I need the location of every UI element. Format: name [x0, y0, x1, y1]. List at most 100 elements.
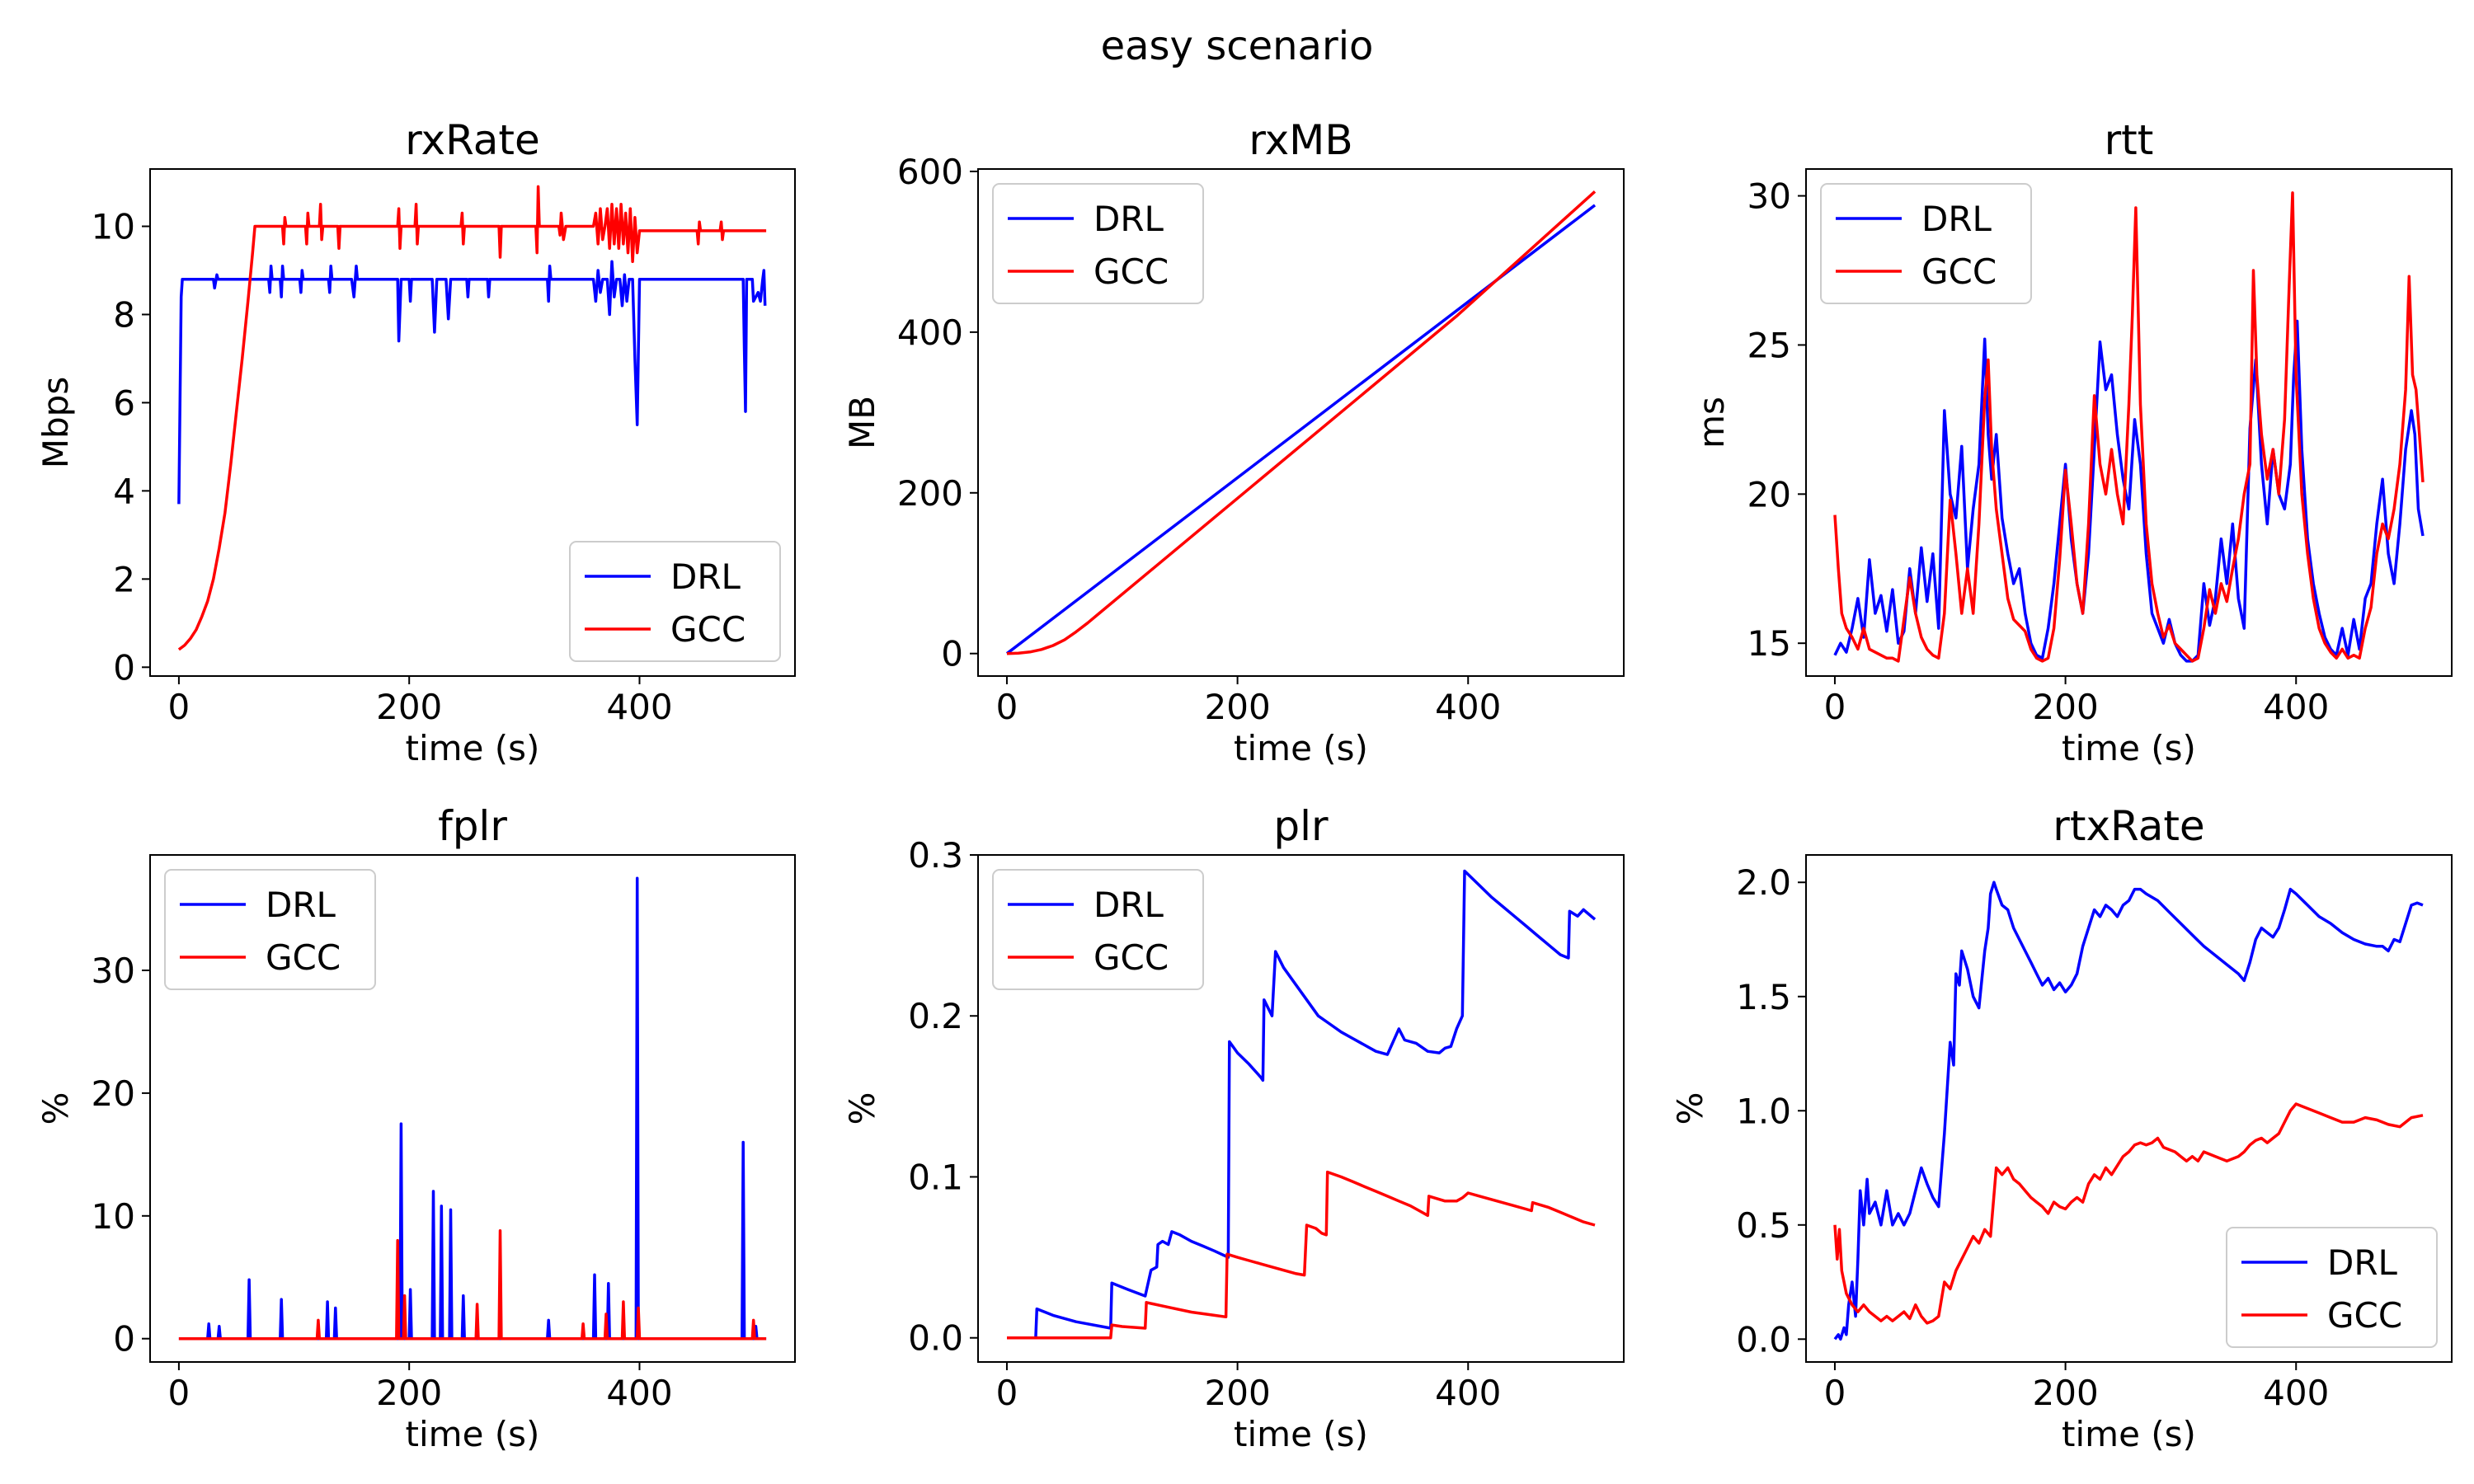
legend-box	[1820, 183, 2032, 304]
y-tick-label: 400	[897, 312, 963, 353]
y-tick-label: 2.0	[1736, 862, 1791, 903]
series-line-DRL	[177, 260, 767, 505]
y-tick-label: 0	[941, 634, 963, 674]
series-line-GCC	[177, 185, 767, 651]
x-tick-label: 400	[1435, 687, 1501, 727]
subplot-title: rxRate	[405, 116, 539, 164]
legend: DRL GCC	[569, 541, 781, 662]
y-tick-label: 1.0	[1736, 1091, 1791, 1131]
y-tick-label: 25	[1747, 325, 1791, 365]
axes-frame	[149, 854, 796, 1363]
x-tick-label: 400	[2263, 1373, 2329, 1413]
legend-label-GCC: GCC	[266, 937, 341, 978]
y-tick-label: 0.0	[1736, 1319, 1791, 1360]
y-tick-label: 0	[113, 647, 135, 688]
axes-frame	[149, 168, 796, 677]
y-tick-label: 2	[113, 559, 135, 599]
x-axis-label: time (s)	[1234, 728, 1368, 768]
subplot-title: rxMB	[1249, 116, 1352, 164]
x-tick-label: 200	[1205, 1373, 1271, 1413]
subplot-fplr: 0 200 400 0 10 20 30 fplr time (s)% DRL GCC	[35, 802, 796, 1454]
legend-label-GCC: GCC	[1921, 251, 1997, 292]
y-tick-label: 10	[92, 1196, 135, 1237]
y-tick-label: 30	[1747, 176, 1791, 217]
legend-box	[164, 869, 376, 990]
series-line-GCC	[1833, 191, 2425, 663]
legend-box	[992, 869, 1204, 990]
y-tick-label: 15	[1747, 623, 1791, 664]
x-axis-label: time (s)	[2062, 728, 2196, 768]
x-tick-label: 0	[996, 1373, 1018, 1413]
y-axis-label: MB	[842, 396, 882, 449]
subplot-title: fplr	[438, 802, 507, 850]
legend: DRL GCC	[2226, 1227, 2438, 1348]
series-line-DRL	[1833, 881, 2424, 1341]
axes-frame	[1805, 854, 2453, 1363]
subplot-title: rtt	[2105, 116, 2154, 164]
figure-suptitle: easy scenario	[1101, 23, 1374, 69]
axes-frame	[977, 854, 1625, 1363]
subplot-rxMB: 0 200 400 0 200 400 600 rxMB time (s) MB DRL GCC	[842, 116, 1625, 768]
x-tick-label: 200	[1205, 687, 1271, 727]
series-line-GCC	[178, 1228, 767, 1341]
legend-label-DRL: DRL	[266, 885, 336, 925]
y-axis-label: %	[1670, 1092, 1710, 1125]
y-tick-label: 0.3	[908, 835, 963, 876]
y-tick-label: 1.5	[1736, 977, 1791, 1017]
series-line-GCC	[1833, 1102, 2424, 1325]
legend-box	[569, 541, 781, 662]
subplot-rtxRate: 0 200 400 0.0 0.5 1.0 1.5 2.0 rtxRate time (s)% DR…	[1670, 802, 2453, 1454]
y-tick-label: 0	[113, 1319, 135, 1360]
x-tick-label: 200	[2033, 1373, 2099, 1413]
x-tick-label: 0	[1824, 687, 1846, 727]
legend-label-DRL: DRL	[670, 556, 741, 597]
x-axis-label: time (s)	[406, 728, 540, 768]
x-tick-label: 200	[376, 687, 442, 727]
series-line-GCC	[1006, 190, 1597, 655]
y-tick-label: 0.0	[908, 1318, 963, 1359]
x-tick-label: 0	[1824, 1373, 1846, 1413]
legend-label-DRL: DRL	[2327, 1242, 2398, 1283]
legend: DRL GCC	[992, 869, 1204, 990]
y-axis-label: ms	[1691, 397, 1732, 448]
legend: DRL GCC	[164, 869, 376, 990]
x-tick-label: 400	[606, 687, 672, 727]
y-tick-label: 8	[113, 294, 135, 335]
legend-label-GCC: GCC	[2327, 1295, 2402, 1336]
x-tick-label: 400	[606, 1373, 672, 1413]
y-axis-label: %	[842, 1092, 882, 1125]
y-tick-label: 30	[92, 951, 135, 991]
series-line-DRL	[1833, 319, 2425, 663]
legend-label-DRL: DRL	[1921, 199, 1992, 239]
legend: DRL GCC	[992, 183, 1204, 304]
x-tick-label: 0	[168, 1373, 190, 1413]
legend-label-DRL: DRL	[1094, 885, 1164, 925]
legend-label-GCC: GCC	[1094, 251, 1169, 292]
series-line-DRL	[1007, 869, 1597, 1340]
series-line-GCC	[1007, 1170, 1596, 1340]
x-tick-label: 400	[1435, 1373, 1501, 1413]
x-axis-label: time (s)	[1234, 1414, 1368, 1454]
legend-box	[992, 183, 1204, 304]
legend-label-GCC: GCC	[670, 609, 745, 650]
y-tick-label: 200	[897, 473, 963, 514]
subplot-title: plr	[1273, 802, 1329, 850]
y-tick-label: 0.1	[908, 1157, 963, 1197]
subplot-title: rtxRate	[2053, 802, 2204, 850]
legend-label-GCC: GCC	[1094, 937, 1169, 978]
legend-label-DRL: DRL	[1094, 199, 1164, 239]
x-axis-label: time (s)	[406, 1414, 540, 1454]
y-tick-label: 0.5	[1736, 1205, 1791, 1246]
subplot-rtt: 0 200 400 15 20 25 30 rtt time (s) ms DRL GCC	[1691, 116, 2453, 768]
legend-box	[2226, 1227, 2438, 1348]
y-tick-label: 0.2	[908, 996, 963, 1036]
x-tick-label: 0	[168, 687, 190, 727]
x-tick-label: 0	[996, 687, 1018, 727]
legend: DRL GCC	[1820, 183, 2032, 304]
y-tick-label: 4	[113, 471, 135, 511]
x-axis-label: time (s)	[2062, 1414, 2196, 1454]
y-axis-label: Mbps	[35, 377, 76, 468]
